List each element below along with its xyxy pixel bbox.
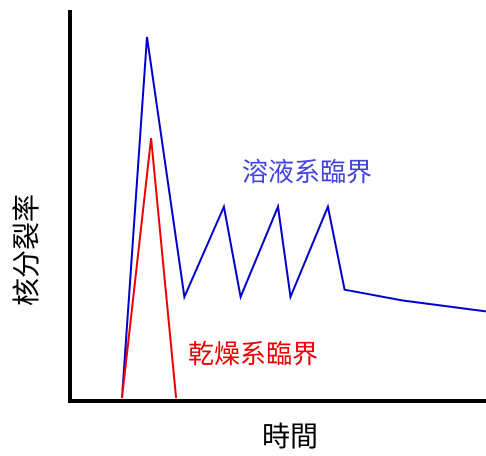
y-axis-label: 核分裂率 bbox=[10, 194, 43, 306]
series-line-dry bbox=[121, 137, 178, 399]
x-axis-label: 時間 bbox=[262, 420, 318, 453]
series-layer bbox=[121, 36, 486, 399]
series-line-solution bbox=[121, 36, 486, 399]
series-label-solution: 溶液系臨界 bbox=[242, 158, 372, 188]
series-label-dry: 乾燥系臨界 bbox=[188, 340, 318, 370]
